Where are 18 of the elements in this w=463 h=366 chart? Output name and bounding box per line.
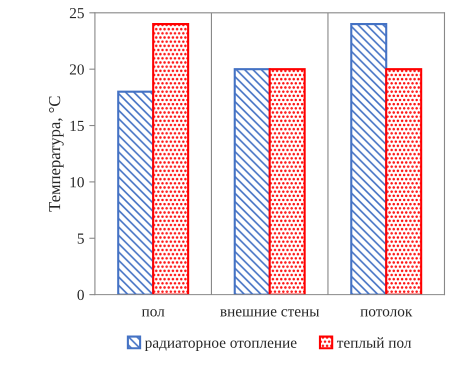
y-axis-title: Температура, °C	[48, 96, 64, 212]
bar	[268, 68, 306, 295]
y-tick-label: 20	[70, 64, 84, 75]
y-tick-label: 25	[70, 8, 84, 18]
y-tick-label: 0	[77, 290, 84, 300]
legend-label: радиаторное отопление	[144, 340, 297, 351]
legend-label: теплый пол	[336, 337, 412, 348]
y-tick-label: 15	[70, 120, 84, 131]
y-tick-label: 10	[70, 177, 84, 188]
bar	[385, 68, 422, 295]
x-tick-label: внешние стены	[220, 309, 320, 316]
bar	[152, 23, 190, 295]
y-tick-label: 5	[78, 234, 84, 244]
x-tick-label: потолок	[360, 309, 412, 316]
bar	[117, 90, 154, 295]
bar	[234, 68, 271, 295]
x-tick-label: пол	[142, 309, 164, 316]
bar	[350, 23, 388, 295]
